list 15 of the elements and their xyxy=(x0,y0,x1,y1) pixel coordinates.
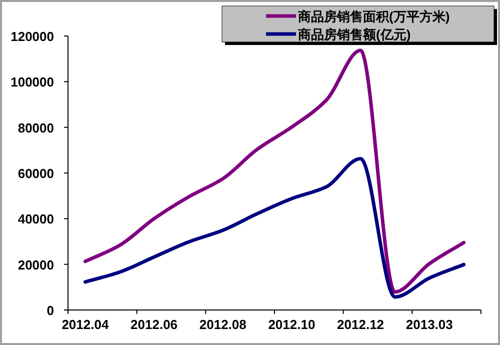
y-tick-label: 0 xyxy=(46,303,54,318)
y-tick-label: 80000 xyxy=(18,120,54,136)
x-tick-label: 2013.03 xyxy=(406,317,453,332)
x-tick-label: 2012.04 xyxy=(62,317,110,332)
x-tick-label: 2012.08 xyxy=(199,317,246,332)
x-tick-label: 2012.10 xyxy=(268,317,316,332)
legend-label: 商品房销售面积(万平方米) xyxy=(297,9,450,24)
x-tick-label: 2012.06 xyxy=(130,317,178,332)
legend-label: 商品房销售额(亿元) xyxy=(297,27,411,42)
y-tick-label: 120000 xyxy=(10,29,54,44)
x-tick-label: 2012.12 xyxy=(337,317,384,332)
y-tick-label: 100000 xyxy=(10,74,54,90)
y-tick-label: 60000 xyxy=(18,166,54,181)
y-tick-label: 40000 xyxy=(18,212,54,227)
y-tick-label: 20000 xyxy=(18,257,54,272)
